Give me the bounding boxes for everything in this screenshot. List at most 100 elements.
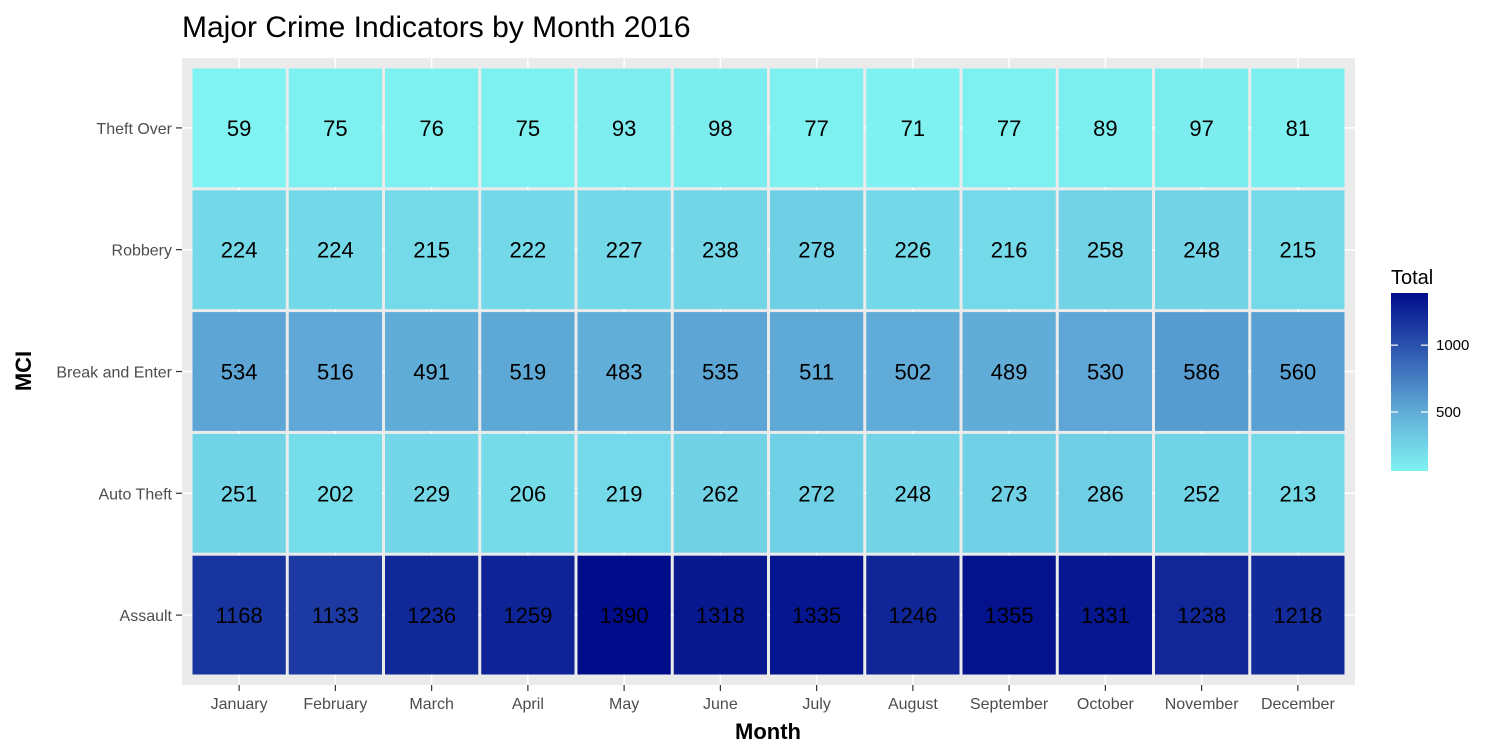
cell-value-label: 1318 [696,603,745,628]
cell-value-label: 215 [1280,238,1317,263]
cell-value-label: 534 [221,360,258,385]
cell-labels: 59 75 76 75 93 98 77 71 77 89 97 81 224 224 215 222 227 2… [215,116,1322,628]
cell-value-label: 98 [708,116,732,141]
heatmap-cell [1251,433,1345,553]
heatmap-cell [385,555,479,675]
cell-value-label: 222 [510,238,547,263]
heatmap-cell [1058,555,1152,675]
heatmap-cell [385,433,479,553]
heatmap-cell [1251,312,1345,431]
heatmap-cell [1155,433,1249,553]
x-tick-label: November [1165,696,1239,713]
heatmap-cell [385,68,479,188]
heatmap-cell [192,555,286,675]
cell-value-label: 258 [1087,238,1124,263]
cell-value-label: 224 [221,238,258,263]
cell-value-label: 273 [991,481,1028,506]
heatmap-cell [1155,555,1249,675]
heatmap-cell [1155,312,1249,431]
x-tick-label: February [303,696,367,713]
cell-value-label: 586 [1183,360,1220,385]
cell-value-label: 216 [991,238,1028,263]
heatmap-cell [673,68,767,188]
heatmap-cell [866,190,960,310]
heatmap-cells [192,68,1345,675]
x-tick-label: June [703,696,738,713]
cell-value-label: 77 [804,116,828,141]
heatmap-cell [385,312,479,431]
cell-value-label: 1168 [215,603,262,628]
cell-value-label: 1331 [1081,603,1130,628]
cell-value-label: 219 [606,481,643,506]
cell-value-label: 1335 [792,603,841,628]
heatmap-cell [288,190,382,310]
cell-value-label: 77 [997,116,1021,141]
cell-value-label: 1390 [600,603,649,628]
heatmap-cell [577,68,671,188]
heatmap-cell [192,433,286,553]
heatmap-cell [192,312,286,431]
cell-value-label: 1238 [1177,603,1226,628]
heatmap-cell [1058,312,1152,431]
cell-value-label: 76 [419,116,443,141]
cell-value-label: 286 [1087,481,1124,506]
y-tick-label: Break and Enter [56,365,172,382]
heatmap-cell [192,190,286,310]
heatmap-cell [770,312,864,431]
heatmap-cell [192,68,286,188]
cell-value-label: 75 [323,116,347,141]
heatmap-cell [962,555,1056,675]
cell-value-label: 502 [895,360,932,385]
cell-value-label: 215 [413,238,450,263]
x-tick-label: March [409,696,453,713]
heatmap-cell [866,68,960,188]
y-axis-title: MCI [11,351,36,391]
heatmap-cell [481,190,575,310]
cell-value-label: 81 [1286,116,1310,141]
heatmap-cell [770,433,864,553]
heatmap-cell [770,555,864,675]
cell-value-label: 59 [227,116,251,141]
heatmap-cell [1155,68,1249,188]
cell-value-label: 483 [606,360,643,385]
heatmap-cell [385,190,479,310]
chart-title: Major Crime Indicators by Month 2016 [182,11,691,44]
legend-tick-label: 1000 [1436,337,1469,354]
heatmap-cell [288,312,382,431]
x-tick-label: October [1077,696,1135,713]
cell-value-label: 248 [1183,238,1220,263]
cell-value-label: 224 [317,238,354,263]
cell-value-label: 1133 [312,603,359,628]
heatmap-cell [866,555,960,675]
legend-tick-label: 500 [1436,404,1461,421]
heatmap-cell [962,68,1056,188]
cell-value-label: 238 [702,238,739,263]
cell-value-label: 1218 [1273,603,1322,628]
y-tick-label: Robbery [112,243,172,260]
cell-value-label: 227 [606,238,643,263]
heatmap-cell [481,68,575,188]
cell-value-label: 97 [1189,116,1213,141]
heatmap-cell [288,433,382,553]
color-legend: Total 500 1000 [1391,267,1469,471]
heatmap-cell [577,190,671,310]
cell-value-label: 226 [895,238,932,263]
cell-value-label: 262 [702,481,739,506]
heatmap-cell [481,433,575,553]
cell-value-label: 1246 [888,603,937,628]
heatmap-cell [288,68,382,188]
heatmap-cell [577,555,671,675]
heatmap-cell [1155,190,1249,310]
x-tick-label: January [211,696,268,713]
x-axis: January February March April May June July Augu… [211,685,1335,713]
heatmap-cell [1058,190,1152,310]
heatmap-cell [962,433,1056,553]
heatmap-cell [1058,68,1152,188]
cell-value-label: 519 [510,360,547,385]
x-tick-label: December [1261,696,1335,713]
x-tick-label: August [888,696,938,713]
cell-value-label: 229 [413,481,450,506]
legend-title: Total [1391,267,1433,289]
cell-value-label: 535 [702,360,739,385]
